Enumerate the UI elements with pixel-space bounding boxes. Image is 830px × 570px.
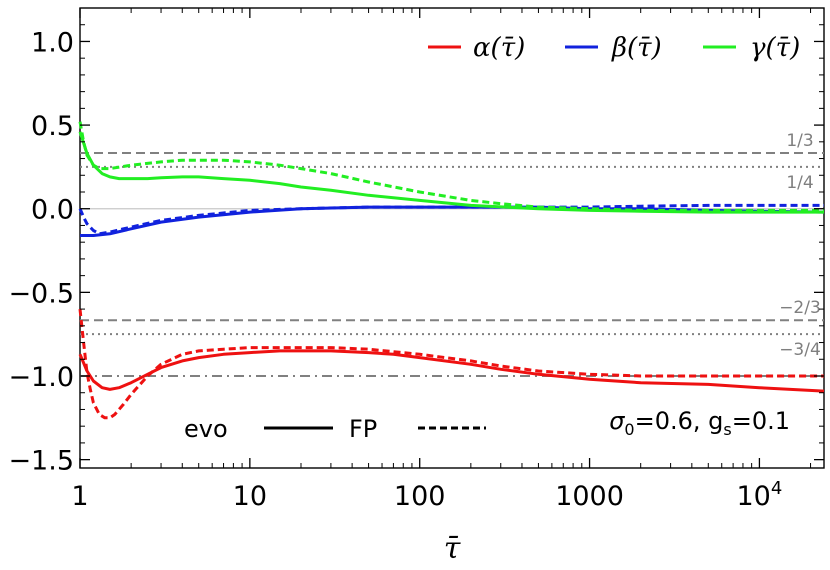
style-legend-solid-label: evo <box>184 415 228 443</box>
legend-label: α(τ̄) <box>473 33 525 63</box>
x-tick-label: 1 <box>71 481 88 512</box>
style-legend: evo FP <box>184 415 486 443</box>
y-tick-label: −0.5 <box>8 278 74 309</box>
series-line-solid <box>78 131 824 214</box>
y-tick-label: 0.5 <box>31 111 74 142</box>
x-tick-label: 1000 <box>555 481 624 512</box>
x-tick-label: 100 <box>394 481 446 512</box>
style-legend-dashed-label: FP <box>349 415 377 443</box>
reference-label: −3/4 <box>779 340 821 360</box>
x-axis-title: τ̄ <box>444 531 461 566</box>
y-tick-label: −1.0 <box>8 362 74 393</box>
legend-label: γ(τ̄) <box>750 33 800 63</box>
plot-border <box>79 7 825 469</box>
series-layer <box>78 121 825 420</box>
series-line-dashed <box>78 203 824 236</box>
x-tick-label: 10 <box>233 481 267 512</box>
reference-lines: 1/3 1/4 −2/3 −3/4 <box>80 131 824 377</box>
legend: α(τ̄) β(τ̄) γ(τ̄) <box>428 33 800 63</box>
y-tick-label: −1.5 <box>8 446 74 477</box>
reference-label: 1/4 <box>786 173 813 193</box>
y-tick-label: 0.0 <box>31 195 74 226</box>
series-line-solid <box>78 349 825 393</box>
y-tick-label: 1.0 <box>31 27 74 58</box>
plot-frame <box>79 7 825 469</box>
parameter-annotation: σ0=0.6, gs=0.1 <box>609 407 790 439</box>
legend-label: β(τ̄) <box>611 33 662 63</box>
x-tick-label: 104 <box>737 478 783 512</box>
series-line-dashed <box>78 308 824 420</box>
axis-ticks: 1 10 100 1000 104 1.0 0.5 0.0 −0.5 −1.0 −1.5 <box>8 8 824 512</box>
reference-label: −2/3 <box>779 298 821 318</box>
reference-label: 1/3 <box>786 131 813 151</box>
series-line-dashed <box>78 121 824 212</box>
